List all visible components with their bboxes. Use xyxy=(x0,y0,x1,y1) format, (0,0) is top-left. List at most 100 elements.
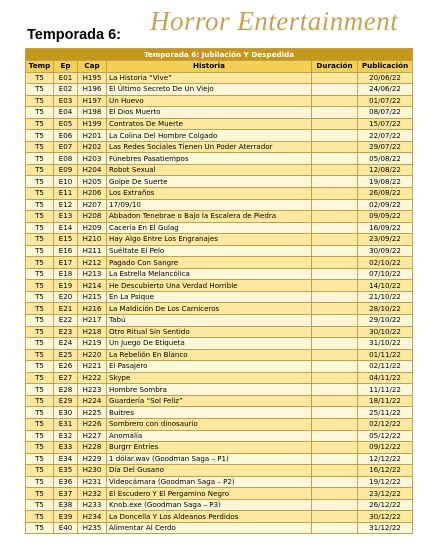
cell-temp: T5 xyxy=(25,163,54,177)
cell-cap: H229 xyxy=(77,452,107,466)
cell-cap: H218 xyxy=(77,325,107,339)
cell-publicacion: 09/12/22 xyxy=(356,441,414,454)
cell-ep: E33 xyxy=(53,441,78,454)
cell-historia: Alimentar Al Cerdo xyxy=(106,521,312,535)
table-row: T5 E05 H199 Contratos De Muerte 15/07/22 xyxy=(25,117,414,131)
cell-historia: Un Huevo xyxy=(106,94,312,108)
cell-historia: Skype xyxy=(106,371,312,385)
cell-temp: T5 xyxy=(25,498,54,512)
cell-historia: Burgrr Entries xyxy=(106,441,312,454)
cell-duracion xyxy=(311,187,358,200)
cell-publicacion: 02/11/22 xyxy=(356,360,414,373)
table-row: T5 E03 H197 Un Huevo 01/07/22 xyxy=(25,94,414,108)
cell-publicacion: 23/09/22 xyxy=(356,233,414,246)
page-header: Temporada 6: Horror Entertainment xyxy=(0,0,433,46)
cell-ep: E28 xyxy=(53,383,78,396)
cell-temp: T5 xyxy=(25,302,54,316)
cell-historia: He Descubierto Una Verdad Horrible xyxy=(106,279,312,292)
cell-historia: Pagado Con Sangre xyxy=(106,256,312,269)
cell-historia: Otro Ritual Sin Sentido xyxy=(106,325,312,339)
cell-historia: La Doncella Y Los Aldeanos Perdidos xyxy=(106,510,312,523)
cell-duracion xyxy=(311,429,358,443)
cell-ep: E02 xyxy=(53,83,78,96)
cell-historia: Tabú xyxy=(106,314,312,327)
cell-publicacion: 12/08/22 xyxy=(356,163,414,177)
table-row: T5 E37 H232 El Escudero Y El Pergamino Negr… xyxy=(25,487,414,500)
cell-temp: T5 xyxy=(25,337,54,350)
cell-historia: Sombrero con dinosaurio xyxy=(106,417,312,431)
cell-ep: E39 xyxy=(53,510,78,523)
table-row: T5 E34 H229 1 dólar.wav (Goodman Saga – P1)… xyxy=(25,452,414,466)
cell-duracion xyxy=(311,175,358,188)
cell-temp: T5 xyxy=(25,129,54,142)
cell-ep: E07 xyxy=(53,140,78,154)
cell-temp: T5 xyxy=(25,360,54,373)
cell-cap: H211 xyxy=(77,244,107,258)
cell-duracion xyxy=(311,383,358,396)
cell-temp: T5 xyxy=(25,464,54,477)
col-header-duracion: Duración xyxy=(311,60,358,73)
cell-temp: T5 xyxy=(25,175,54,188)
cell-temp: T5 xyxy=(25,521,54,535)
cell-publicacion: 24/06/22 xyxy=(356,83,414,96)
cell-cap: H204 xyxy=(77,163,107,177)
cell-temp: T5 xyxy=(25,244,54,258)
cell-publicacion: 01/11/22 xyxy=(356,348,414,362)
cell-duracion xyxy=(311,71,358,85)
table-row: T5 E12 H207 17/09/10 02/09/22 xyxy=(25,198,414,212)
cell-temp: T5 xyxy=(25,290,54,304)
cell-cap: H228 xyxy=(77,441,107,454)
cell-publicacion: 12/12/22 xyxy=(356,452,414,466)
cell-publicacion: 08/07/22 xyxy=(356,106,414,119)
cell-duracion xyxy=(311,475,358,489)
cell-publicacion: 21/10/22 xyxy=(356,290,414,304)
table-row: T5 E23 H218 Otro Ritual Sin Sentido 30/10/22 xyxy=(25,325,414,339)
cell-publicacion: 02/12/22 xyxy=(356,417,414,431)
cell-publicacion: 29/10/22 xyxy=(356,314,414,327)
season-title: Temporada 6: xyxy=(27,27,122,43)
cell-temp: T5 xyxy=(25,429,54,443)
cell-ep: E18 xyxy=(53,267,78,281)
cell-ep: E37 xyxy=(53,487,78,500)
cell-historia: 1 dólar.wav (Goodman Saga – P1) xyxy=(106,452,312,466)
table-row: T5 E31 H226 Sombrero con dinosaurio 02/12/22 xyxy=(25,417,414,431)
cell-temp: T5 xyxy=(25,71,54,85)
cell-cap: H210 xyxy=(77,233,107,246)
cell-temp: T5 xyxy=(25,221,54,235)
cell-duracion xyxy=(311,221,358,235)
cell-publicacion: 02/10/22 xyxy=(356,256,414,269)
cell-temp: T5 xyxy=(25,394,54,408)
cell-duracion xyxy=(311,394,358,408)
cell-publicacion: 14/10/22 xyxy=(356,279,414,292)
table-row: T5 E30 H225 Buitres 25/11/22 xyxy=(25,406,414,419)
cell-historia: Cacería En El Gulag xyxy=(106,221,312,235)
cell-duracion xyxy=(311,510,358,523)
cell-duracion xyxy=(311,152,358,165)
cell-duracion xyxy=(311,314,358,327)
table-row: T5 E36 H231 Videocámara (Goodman Saga – P2)… xyxy=(25,475,414,489)
cell-cap: H235 xyxy=(77,521,107,535)
cell-historia: Abbadon Tenebrae o Bajo la Escalera de P… xyxy=(106,210,312,223)
col-header-publicacion: Publicación xyxy=(356,60,414,73)
table-row: T5 E20 H215 En La Psique 21/10/22 xyxy=(25,290,414,304)
cell-duracion xyxy=(311,487,358,500)
cell-duracion xyxy=(311,348,358,362)
cell-cap: H230 xyxy=(77,464,107,477)
cell-ep: E34 xyxy=(53,452,78,466)
cell-publicacion: 23/12/22 xyxy=(356,487,414,500)
table-row: T5 E29 H224 Guardería “Sol Feliz” 18/11/22 xyxy=(25,394,414,408)
cell-duracion xyxy=(311,417,358,431)
cell-historia: La Maldición De Los Carniceros xyxy=(106,302,312,316)
table-row: T5 E06 H201 La Colina Del Hombre Colgado 22/… xyxy=(25,129,414,142)
cell-historia: La Rebelión En Blanco xyxy=(106,348,312,362)
cell-historia: El Dios Muerto xyxy=(106,106,312,119)
cell-cap: H201 xyxy=(77,129,107,142)
cell-publicacion: 28/10/22 xyxy=(356,302,414,316)
table-row: T5 E26 H221 El Pasajero 02/11/22 xyxy=(25,360,414,373)
table-row: T5 E08 H203 Fúnebres Pasatiempos 05/08/22 xyxy=(25,152,414,165)
cell-ep: E09 xyxy=(53,163,78,177)
cell-cap: H225 xyxy=(77,406,107,419)
table-caption: Temporada 6: Jubilación Y Despedida xyxy=(24,48,414,61)
cell-cap: H202 xyxy=(77,140,107,154)
table-row: T5 E04 H198 El Dios Muerto 08/07/22 xyxy=(25,106,414,119)
